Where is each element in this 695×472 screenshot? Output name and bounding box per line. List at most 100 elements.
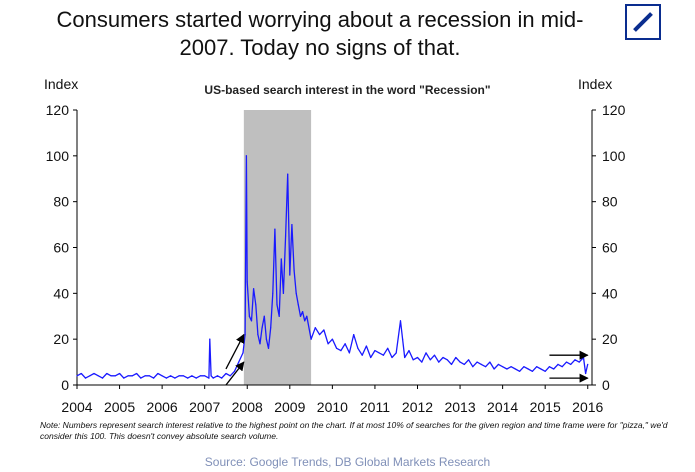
data-point [442, 356, 444, 359]
data-point [131, 375, 133, 377]
data-point [314, 327, 316, 329]
recession-shading [243, 110, 312, 385]
data-point [233, 370, 236, 372]
data-point [540, 368, 542, 370]
y-tick-label-right: 60 [602, 240, 618, 256]
data-point [110, 375, 112, 377]
data-point [208, 377, 210, 379]
data-point [261, 327, 263, 329]
data-point [331, 338, 333, 340]
data-point [476, 361, 478, 363]
data-point [472, 366, 474, 368]
data-point [135, 372, 138, 375]
data-point [531, 370, 534, 372]
y-tick-label-left: 100 [46, 148, 70, 164]
data-point [429, 359, 431, 361]
data-point [510, 366, 512, 368]
data-point [209, 338, 211, 340]
data-point [295, 292, 297, 294]
data-point [433, 354, 436, 356]
data-point [506, 368, 508, 370]
series-line-recession-interest [76, 155, 589, 379]
data-point [274, 228, 276, 230]
data-point [450, 363, 453, 365]
x-tick-label: 2005 [104, 399, 135, 415]
data-point [225, 372, 227, 375]
data-point [178, 375, 180, 377]
data-point [323, 329, 325, 331]
data-point [229, 375, 231, 377]
data-point [378, 352, 380, 354]
data-point [493, 368, 495, 370]
y-tick-label-right: 0 [602, 377, 610, 393]
data-point [246, 281, 248, 283]
data-point [455, 356, 457, 359]
data-point [297, 304, 299, 306]
y-tick-label-right: 120 [602, 102, 626, 118]
y-tick-label-right: 20 [602, 331, 618, 347]
data-point [195, 377, 197, 379]
data-point [425, 352, 427, 354]
y-axis-title-left: Index [44, 76, 79, 92]
data-point [257, 333, 259, 336]
data-point [263, 315, 265, 317]
data-point [289, 274, 291, 276]
data-point [502, 366, 504, 368]
data-point [463, 363, 465, 365]
data-point [93, 372, 95, 375]
annotation-arrow [225, 361, 245, 386]
data-point [140, 377, 142, 379]
x-tick-label: 2014 [487, 399, 518, 415]
data-point [245, 155, 247, 157]
data-point [387, 347, 389, 349]
data-point [123, 377, 125, 379]
data-point [548, 366, 551, 368]
headline: Consumers started worrying about a reces… [56, 7, 584, 60]
data-point [157, 372, 159, 375]
data-point [574, 359, 576, 361]
data-point [374, 350, 376, 352]
data-point [221, 377, 223, 379]
data-point [106, 372, 108, 375]
y-axis-title-right: Index [578, 76, 613, 92]
data-point [401, 338, 404, 340]
data-point [585, 372, 587, 375]
data-point [127, 375, 129, 377]
data-point [153, 377, 155, 379]
data-point [514, 368, 516, 370]
data-point [319, 333, 321, 336]
data-point [480, 363, 482, 365]
data-point [272, 292, 274, 294]
data-point [248, 315, 250, 317]
data-point [84, 377, 87, 379]
data-point [497, 363, 499, 365]
y-tick-label-left: 0 [61, 377, 69, 393]
data-point [391, 356, 393, 359]
data-point [361, 354, 363, 356]
data-point [544, 370, 546, 372]
data-point [253, 288, 255, 290]
data-point [489, 361, 491, 363]
x-tick-label: 2007 [189, 399, 220, 415]
data-point [291, 223, 293, 226]
y-tick-label-right: 40 [602, 285, 618, 301]
data-point [242, 352, 244, 354]
chart-note: Note: Numbers represent search interest … [40, 420, 668, 441]
data-point [536, 366, 538, 368]
data-point [118, 372, 121, 375]
data-point [276, 304, 278, 306]
data-point [101, 377, 104, 379]
data-point [187, 377, 189, 379]
x-tick-label: 2015 [530, 399, 561, 415]
data-point [244, 333, 246, 336]
data-point [304, 320, 306, 322]
recession-search-chart: 0 0 20 20 40 40 60 60 80 80 100 100 120 120 2004 2005 20… [46, 102, 626, 415]
data-point [348, 352, 350, 354]
x-tick-label: 2008 [232, 399, 263, 415]
data-point [210, 375, 212, 377]
data-point [416, 356, 419, 359]
data-point [250, 320, 253, 322]
x-tick-label: 2013 [444, 399, 475, 415]
data-point [412, 359, 414, 361]
x-tick-label: 2016 [572, 399, 603, 415]
